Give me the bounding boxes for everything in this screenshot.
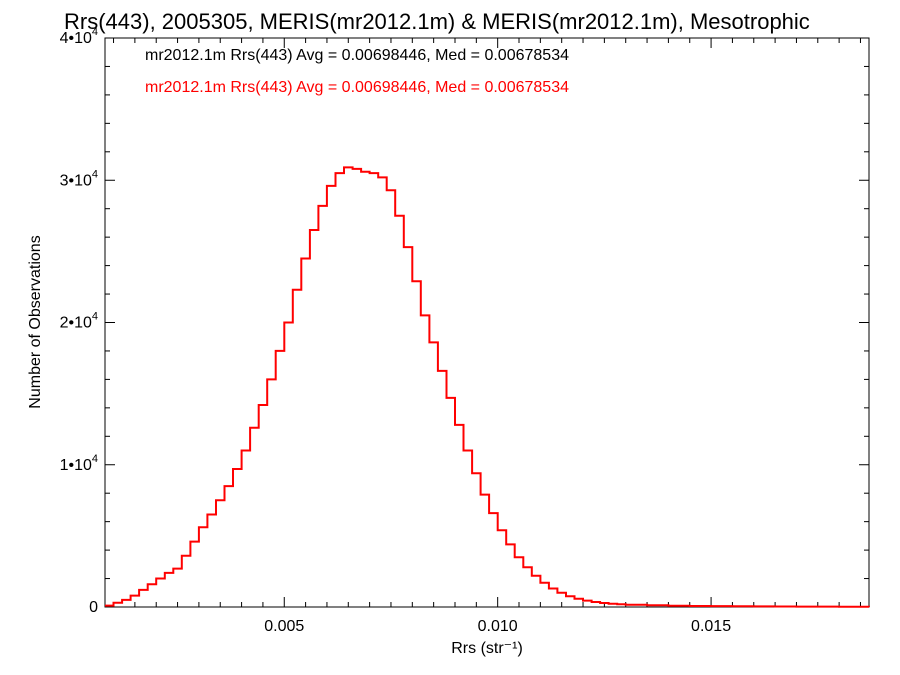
y-tick-label-base: 3•10 bbox=[60, 172, 92, 189]
x-axis-label: Rrs (str⁻¹) bbox=[451, 640, 523, 657]
plot-frame bbox=[104, 37, 870, 608]
y-tick-label-exponent: 4 bbox=[92, 453, 98, 465]
stats-annotation-black: mr2012.1m Rrs(443) Avg = 0.00698446, Med… bbox=[145, 47, 569, 64]
stats-annotation-red: mr2012.1m Rrs(443) Avg = 0.00698446, Med… bbox=[145, 79, 569, 96]
y-tick-label-base: 2•10 bbox=[60, 315, 92, 332]
y-tick-label: 4•104 bbox=[60, 26, 98, 47]
y-tick-label-base: 0 bbox=[89, 599, 98, 616]
x-tick-label: 0.010 bbox=[478, 618, 518, 635]
x-axis-ticks: 0.005 0.010 0.015 bbox=[113, 38, 861, 635]
histogram-series-line bbox=[105, 166, 870, 608]
y-tick-label: 3•104 bbox=[60, 168, 98, 189]
y-axis-label: Number of Observations bbox=[27, 235, 44, 408]
y-tick-label-exponent: 4 bbox=[92, 168, 98, 180]
x-tick-label: 0.005 bbox=[264, 618, 304, 635]
y-tick-label-base: 4•10 bbox=[60, 30, 92, 47]
chart-title: Rrs(443), 2005305, MERIS(mr2012.1m) & ME… bbox=[64, 9, 810, 34]
y-tick-label: 1•104 bbox=[60, 453, 98, 474]
y-tick-label-base: 1•10 bbox=[60, 457, 92, 474]
y-tick-label-exponent: 4 bbox=[92, 26, 98, 38]
y-tick-label: 0 bbox=[89, 599, 98, 616]
y-tick-label: 2•104 bbox=[60, 311, 98, 332]
y-tick-label-exponent: 4 bbox=[92, 311, 98, 323]
x-tick-label: 0.015 bbox=[691, 618, 731, 635]
